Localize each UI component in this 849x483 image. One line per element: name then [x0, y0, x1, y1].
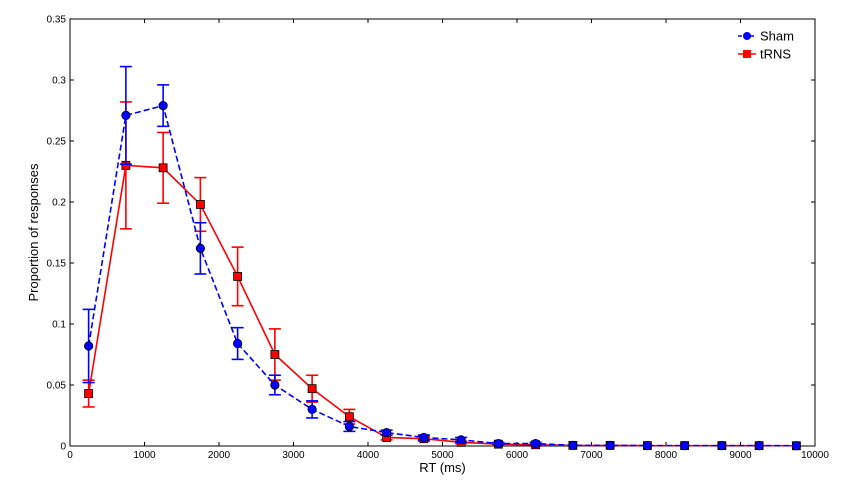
x-axis-label: RT (ms) — [419, 460, 465, 475]
data-point — [158, 101, 168, 111]
data-point — [419, 432, 429, 443]
data-point — [270, 380, 280, 390]
x-tick-label: 3000 — [282, 450, 305, 461]
axes: 0 1000 2000 3000 4000 5000 6000 7000 8000 9000 100… — [47, 15, 830, 462]
legend-trns-marker — [743, 50, 751, 58]
y-tick-label: 0.2 — [52, 198, 66, 209]
legend-sham-marker — [743, 32, 751, 40]
x-tick-label: 2000 — [208, 450, 231, 461]
data-point — [307, 384, 317, 394]
data-point — [344, 412, 354, 422]
data-point — [84, 389, 94, 398]
data-point — [233, 272, 243, 281]
series-trns — [82, 101, 801, 451]
x-tick-label: 0 — [67, 450, 73, 461]
x-tick-label: 6000 — [506, 450, 529, 461]
data-point — [121, 110, 131, 120]
y-tick-label: 0.1 — [52, 320, 66, 331]
legend-entry-trns: tRNS — [738, 47, 791, 62]
x-tick-label: 10000 — [801, 450, 829, 461]
x-tick-label: 7000 — [580, 450, 603, 461]
y-tick-label: 0.3 — [52, 76, 66, 87]
data-point — [605, 440, 615, 450]
x-tick-label: 5000 — [431, 450, 454, 461]
legend-entry-sham: Sham — [738, 29, 794, 44]
data-point — [568, 440, 578, 450]
y-axis-ticks: 0 0.05 0.1 0.15 0.2 0.25 0.3 0.35 — [47, 15, 815, 453]
y-axis-label: Proportion of responses — [26, 163, 41, 302]
data-point — [717, 441, 727, 451]
data-point — [680, 441, 690, 451]
series-sham-line — [87, 104, 797, 447]
data-point — [493, 438, 503, 449]
data-point — [531, 438, 541, 449]
legend-trns-label: tRNS — [760, 47, 791, 62]
legend-sham-label: Sham — [760, 29, 794, 44]
series-trns-line — [87, 164, 797, 447]
y-tick-label: 0.05 — [47, 381, 67, 392]
y-tick-label: 0 — [60, 442, 66, 453]
x-tick-label: 1000 — [133, 450, 156, 461]
series-layer — [82, 65, 801, 451]
data-point — [307, 404, 317, 414]
x-tick-label: 9000 — [729, 450, 752, 461]
data-point — [233, 338, 243, 349]
data-point — [642, 441, 652, 451]
data-point — [344, 421, 354, 432]
data-point — [195, 243, 205, 253]
plot-frame — [69, 18, 816, 447]
data-point — [158, 163, 168, 173]
x-axis-ticks: 0 1000 2000 3000 4000 5000 6000 7000 8000 9000 100… — [67, 19, 829, 461]
y-tick-label: 0.25 — [47, 137, 67, 148]
x-tick-label: 8000 — [655, 450, 678, 461]
y-tick-label: 0.35 — [47, 15, 67, 26]
y-tick-label: 0.15 — [47, 259, 67, 270]
data-point — [791, 441, 801, 451]
data-point — [270, 350, 280, 359]
legend: Sham tRNS — [738, 29, 794, 62]
data-point — [456, 435, 466, 445]
data-point — [84, 341, 94, 351]
data-point — [754, 441, 764, 451]
data-point — [382, 427, 392, 438]
series-sham — [82, 65, 801, 451]
data-point — [195, 200, 205, 209]
x-tick-label: 4000 — [357, 450, 380, 461]
